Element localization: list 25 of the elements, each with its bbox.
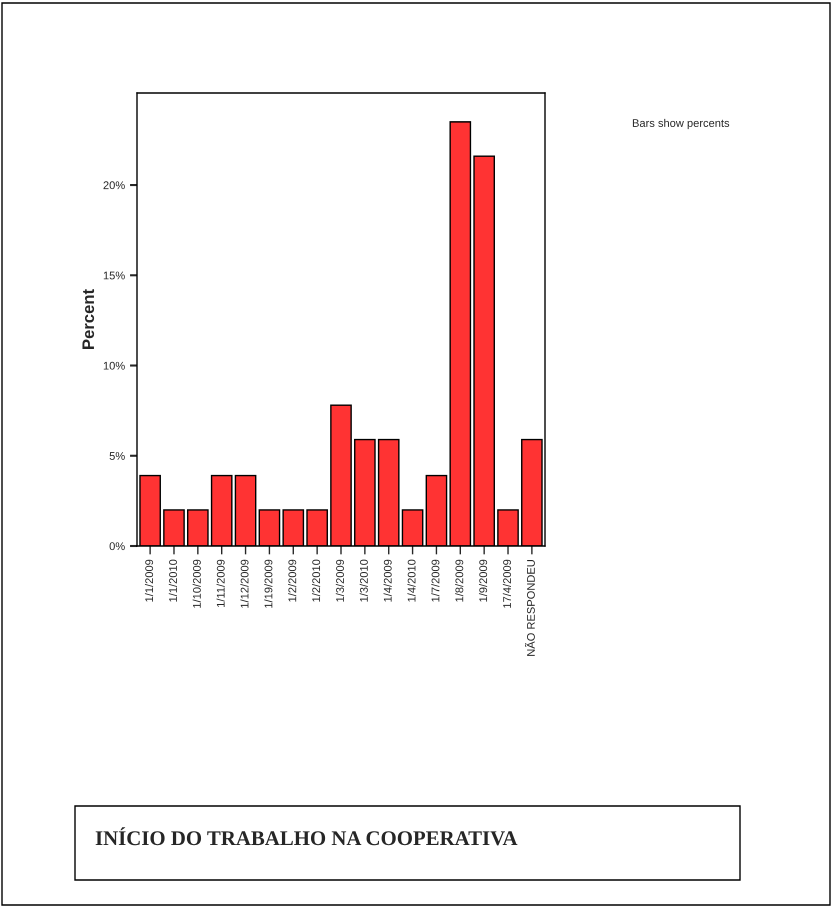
x-tick-label: 1/2/2009 (288, 560, 296, 602)
y-tick-label: 0% (110, 542, 125, 550)
x-tick-label: 1/3/2010 (360, 560, 368, 602)
x-tick-label: 1/3/2009 (336, 560, 344, 602)
x-tick-label: 1/8/2009 (455, 560, 464, 602)
x-tick-label: 1/12/2009 (240, 560, 249, 608)
y-tick-label: 10% (104, 362, 125, 370)
x-tick-label: 1/9/2009 (478, 560, 488, 602)
x-tick-label: 17/4/2009 (502, 560, 511, 608)
x-tick-label: 1/7/2009 (431, 560, 440, 602)
x-tick-label: 1/10/2009 (192, 560, 201, 608)
y-tick-label: 15% (104, 272, 125, 280)
y-tick-label: 5% (110, 452, 125, 460)
x-tick-label: 1/2/2010 (312, 560, 320, 602)
text: Bars show percents (632, 118, 730, 130)
x-tick-label: 1/19/2009 (264, 560, 272, 608)
y-tick-label: 20% (104, 181, 125, 190)
x-tick-label: 1/11/2009 (216, 560, 225, 607)
x-tick-label: 1/1/2010 (168, 560, 177, 602)
x-tick-label: NÃO RESPONDEU (524, 560, 535, 656)
text: INÍCIO DO TRABALHO NA COOPERATIVA (96, 827, 518, 846)
x-tick-label: 1/1/2009 (144, 560, 154, 602)
x-tick-label: 1/4/2010 (407, 560, 416, 602)
x-tick-label: 1/4/2009 (384, 560, 392, 602)
y-axis-title: Percent (82, 289, 94, 349)
